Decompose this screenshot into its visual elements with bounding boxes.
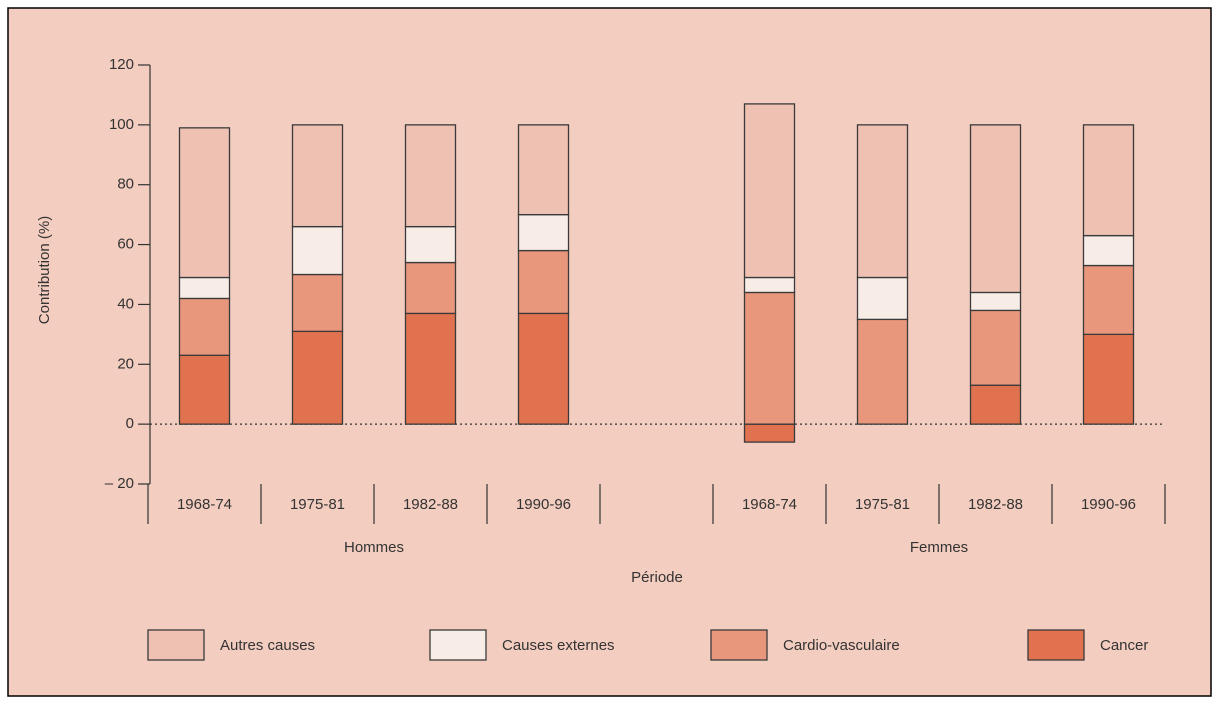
y-axis-title: Contribution (%) — [36, 216, 53, 324]
bar-segment — [743, 276, 796, 294]
legend-label: Cardio-vasculaire — [783, 637, 900, 654]
bar-segment — [1082, 124, 1135, 237]
y-tick-label: 80 — [117, 176, 134, 193]
x-tick-label: 1982-88 — [968, 496, 1023, 513]
bar-segment — [291, 124, 344, 228]
y-tick-label: 40 — [117, 295, 134, 312]
y-tick-label: 0 — [126, 415, 134, 432]
bar-segment — [743, 103, 796, 279]
bar-segment — [856, 318, 909, 425]
bar-segment — [291, 273, 344, 333]
bar-segment — [743, 423, 796, 443]
x-tick-label: 1975-81 — [290, 496, 345, 513]
x-tick-label: 1975-81 — [855, 496, 910, 513]
y-tick-label: 100 — [109, 116, 134, 133]
bar-segment — [969, 309, 1022, 386]
bar-segment — [404, 312, 457, 425]
bar-segment — [969, 124, 1022, 294]
bar-segment — [178, 127, 231, 279]
x-tick-label: 1982-88 — [403, 496, 458, 513]
bar-segment — [969, 384, 1022, 425]
bar-segment — [1082, 234, 1135, 267]
bar-segment — [1082, 333, 1135, 425]
legend-swatch — [429, 629, 487, 661]
legend-label: Autres causes — [220, 637, 315, 654]
x-tick-label: 1990-96 — [1081, 496, 1136, 513]
y-tick-label: 120 — [109, 56, 134, 73]
y-tick-label: 20 — [117, 355, 134, 372]
bar-segment — [178, 297, 231, 356]
bar-segment — [404, 124, 457, 228]
bar-segment — [291, 225, 344, 276]
bar-segment — [404, 225, 457, 264]
group-label: Femmes — [910, 539, 968, 556]
group-label: Hommes — [344, 539, 404, 556]
bar-segment — [404, 261, 457, 315]
bar-segment — [969, 291, 1022, 312]
bar-segment — [517, 312, 570, 425]
legend-swatch — [147, 629, 205, 661]
legend-swatch — [710, 629, 768, 661]
x-tick-label: 1990-96 — [516, 496, 571, 513]
bar-segment — [517, 124, 570, 216]
bar-segment — [856, 276, 909, 321]
y-tick-label: 60 — [117, 236, 134, 253]
bar-segment — [178, 354, 231, 425]
legend-swatch — [1027, 629, 1085, 661]
bar-segment — [743, 291, 796, 425]
y-tick-label: – 20 — [105, 475, 134, 492]
bar-segment — [517, 213, 570, 252]
x-axis-title: Période — [631, 569, 683, 586]
bar-segment — [1082, 264, 1135, 336]
bar-segment — [291, 330, 344, 425]
bar-segment — [178, 276, 231, 300]
x-tick-label: 1968-74 — [742, 496, 797, 513]
x-tick-label: 1968-74 — [177, 496, 232, 513]
bar-segment — [856, 124, 909, 279]
legend-label: Causes externes — [502, 637, 615, 654]
bar-segment — [517, 249, 570, 315]
legend-label: Cancer — [1100, 637, 1148, 654]
